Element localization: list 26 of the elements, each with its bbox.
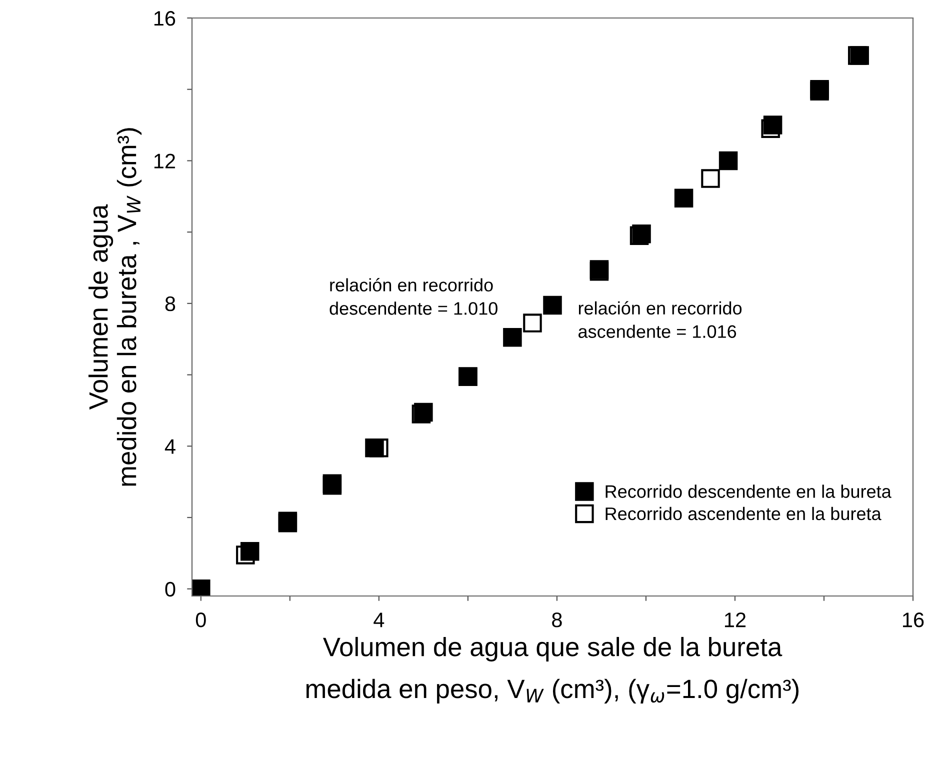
x-tick-label: 4 xyxy=(374,612,384,628)
y-tick-label: 8 xyxy=(165,296,176,312)
point xyxy=(674,188,694,208)
annotation: relación en recorrido ascendente = 1.016 xyxy=(578,301,742,338)
y-tick-label: 12 xyxy=(154,154,175,168)
x-tick-label: 8 xyxy=(552,612,562,628)
y-tick-label: 16 xyxy=(154,11,176,26)
y-tick-label: 0 xyxy=(165,582,176,597)
point xyxy=(370,438,388,458)
x-axis-title: Volumen de agua que sale de la bureta medida en peso, V$_{W}$ (cm³), (γ$_{ω}$=1.0 g/cm³) xyxy=(306,636,799,704)
annotation: relación en recorrido descendente = 1.010 xyxy=(330,278,498,315)
x-tick-label: 16 xyxy=(903,612,924,628)
legend-label: Recorrido ascendente en la bureta xyxy=(606,506,882,520)
point xyxy=(236,546,255,564)
point xyxy=(543,296,562,315)
legend-label: Recorrido descendente en la bureta xyxy=(606,484,892,498)
x-tick-label: 0 xyxy=(196,612,206,628)
point xyxy=(761,119,780,138)
point xyxy=(701,169,720,188)
x-tick-label: 12 xyxy=(724,612,746,628)
y-tick-label: 4 xyxy=(164,439,176,454)
point xyxy=(523,314,542,332)
point xyxy=(718,151,738,170)
y-axis-title: Volumen de agua medido en la bureta , V$_{W}$ (cm³) xyxy=(88,128,142,486)
point xyxy=(503,328,522,347)
point xyxy=(192,579,210,596)
